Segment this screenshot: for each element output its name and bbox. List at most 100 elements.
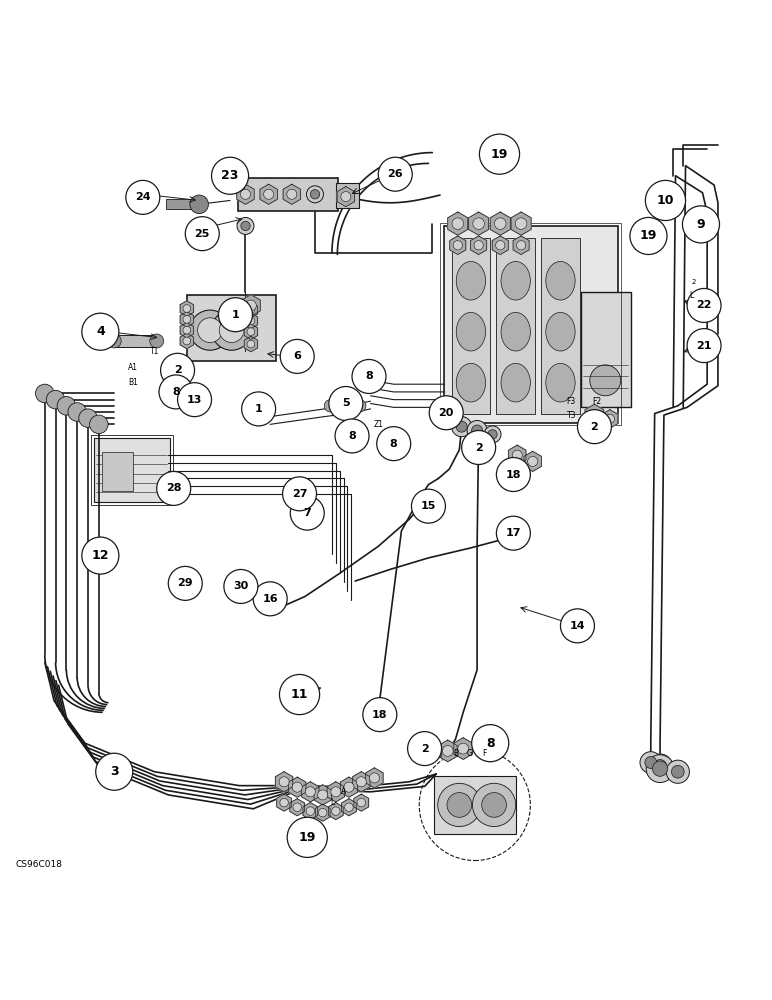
Circle shape xyxy=(183,305,191,312)
Circle shape xyxy=(605,414,615,424)
Circle shape xyxy=(79,409,97,427)
Circle shape xyxy=(411,489,445,523)
Polygon shape xyxy=(244,324,258,339)
Circle shape xyxy=(472,783,516,827)
Circle shape xyxy=(287,817,327,857)
Text: Z1: Z1 xyxy=(374,420,383,429)
Text: 8: 8 xyxy=(486,737,495,750)
Text: 1: 1 xyxy=(255,404,262,414)
Circle shape xyxy=(494,218,506,229)
Polygon shape xyxy=(290,799,305,816)
Polygon shape xyxy=(276,794,292,811)
Circle shape xyxy=(240,189,250,199)
Text: 19: 19 xyxy=(640,229,657,242)
Circle shape xyxy=(429,396,463,430)
Text: 2: 2 xyxy=(421,744,428,754)
Polygon shape xyxy=(328,803,344,820)
Text: L: L xyxy=(689,291,693,300)
Circle shape xyxy=(241,221,250,231)
Polygon shape xyxy=(244,336,258,352)
Circle shape xyxy=(90,415,108,434)
Circle shape xyxy=(247,340,255,348)
Text: 15: 15 xyxy=(421,501,436,511)
Polygon shape xyxy=(289,777,306,797)
Circle shape xyxy=(472,425,482,436)
Circle shape xyxy=(442,745,453,756)
Circle shape xyxy=(645,757,657,768)
Ellipse shape xyxy=(546,312,575,351)
Circle shape xyxy=(352,359,386,393)
Circle shape xyxy=(474,241,483,250)
Polygon shape xyxy=(509,445,526,465)
Polygon shape xyxy=(180,322,194,338)
Circle shape xyxy=(496,241,505,250)
Circle shape xyxy=(482,793,506,817)
Text: 21: 21 xyxy=(696,341,712,351)
Circle shape xyxy=(330,787,340,797)
Polygon shape xyxy=(602,410,618,428)
Text: B: B xyxy=(453,749,458,758)
Circle shape xyxy=(344,782,354,792)
Circle shape xyxy=(168,566,202,600)
Circle shape xyxy=(427,745,438,756)
Text: F3: F3 xyxy=(567,397,576,406)
Circle shape xyxy=(317,790,327,800)
Text: 9: 9 xyxy=(696,218,706,231)
Circle shape xyxy=(96,753,133,790)
Circle shape xyxy=(672,765,684,778)
Text: 30: 30 xyxy=(233,581,249,591)
Circle shape xyxy=(648,754,672,779)
Polygon shape xyxy=(244,313,258,329)
Circle shape xyxy=(577,410,611,444)
Circle shape xyxy=(283,477,317,511)
Polygon shape xyxy=(327,782,344,802)
Bar xyxy=(94,438,170,502)
Circle shape xyxy=(253,582,287,616)
Circle shape xyxy=(126,180,160,214)
Circle shape xyxy=(178,383,212,417)
Polygon shape xyxy=(341,799,357,816)
Text: F: F xyxy=(482,749,487,758)
Circle shape xyxy=(46,390,65,409)
Polygon shape xyxy=(448,212,468,235)
Text: 8: 8 xyxy=(365,371,373,381)
Polygon shape xyxy=(438,740,457,762)
Text: 1: 1 xyxy=(232,310,239,320)
Circle shape xyxy=(324,400,337,412)
Text: 23: 23 xyxy=(222,169,239,182)
Bar xyxy=(102,452,133,491)
Text: 10: 10 xyxy=(657,194,674,207)
Circle shape xyxy=(452,417,472,437)
Text: 25: 25 xyxy=(195,229,210,239)
Bar xyxy=(238,178,338,211)
Circle shape xyxy=(590,365,621,396)
Circle shape xyxy=(57,397,76,415)
Circle shape xyxy=(247,306,255,314)
Polygon shape xyxy=(490,212,510,235)
Bar xyxy=(166,199,198,209)
Bar xyxy=(330,400,360,411)
Polygon shape xyxy=(315,804,330,821)
Circle shape xyxy=(513,450,523,460)
Ellipse shape xyxy=(501,312,530,351)
Circle shape xyxy=(516,218,527,229)
Circle shape xyxy=(666,760,689,783)
Text: T1: T1 xyxy=(150,347,159,356)
Polygon shape xyxy=(314,785,331,805)
Text: 17: 17 xyxy=(506,528,521,538)
Circle shape xyxy=(484,426,501,443)
Circle shape xyxy=(458,743,469,754)
Polygon shape xyxy=(354,794,369,811)
Circle shape xyxy=(357,798,366,807)
Circle shape xyxy=(369,773,379,783)
Text: 29: 29 xyxy=(178,578,193,588)
Polygon shape xyxy=(283,184,300,204)
Circle shape xyxy=(363,698,397,732)
Ellipse shape xyxy=(456,363,486,402)
Text: 11: 11 xyxy=(291,688,308,701)
Circle shape xyxy=(279,777,289,787)
Circle shape xyxy=(640,752,662,773)
Circle shape xyxy=(462,431,496,464)
Circle shape xyxy=(190,310,230,350)
Circle shape xyxy=(340,192,350,202)
